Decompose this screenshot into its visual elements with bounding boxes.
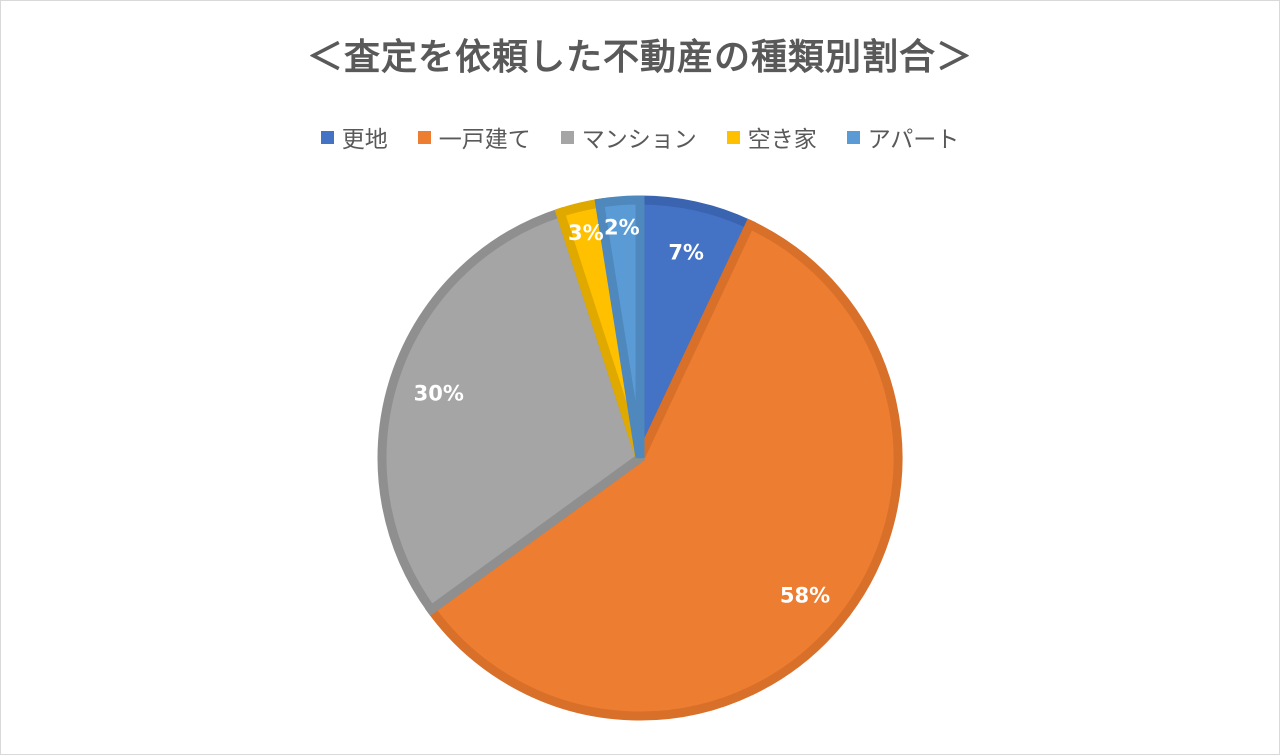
legend-swatch [417,130,431,144]
slice-apartment [594,195,645,459]
data-label: 2% [604,216,640,240]
legend-label: 空き家 [747,127,817,153]
slice-mansion [377,206,646,616]
data-label: 58% [780,583,830,607]
legend-item-akiya: 空き家 [726,120,817,154]
legend-swatch [560,130,574,144]
legend-label: アパート [867,127,960,153]
slice-ikkodate [424,218,903,721]
data-label: 30% [414,382,464,406]
data-label: 3% [568,221,604,245]
legend-item-sarachi: 更地 [320,120,388,154]
chart-title: ＜査定を依頼した不動産の種類別割合＞ [306,37,973,78]
legend: 更地 一戸建て マンション 空き家 アパート [0,120,1280,154]
data-label: 7% [668,241,704,265]
legend-item-mansion: マンション [560,120,697,154]
legend-item-ikkodate: 一戸建て [417,120,531,154]
legend-label: 一戸建て [438,127,531,153]
legend-item-apartment: アパート [846,120,960,154]
legend-label: 更地 [341,127,388,153]
legend-swatch [846,130,860,144]
legend-swatch [726,130,740,144]
legend-label: マンション [581,127,697,153]
legend-swatch [320,130,334,144]
